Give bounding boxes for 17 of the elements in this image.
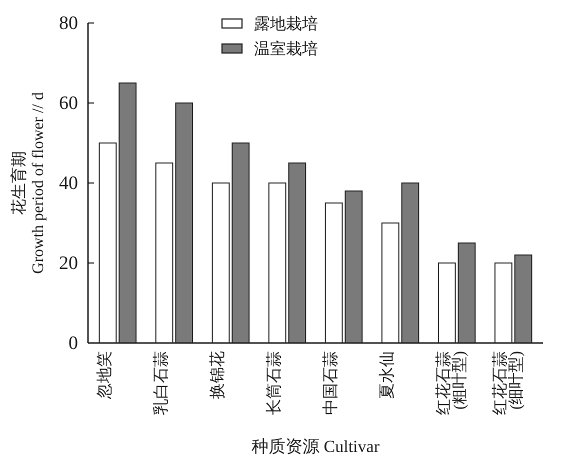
- x-tick-label: 乳白石蒜: [152, 351, 170, 415]
- x-tick-label: 红花石蒜 (细叶型): [490, 351, 525, 415]
- y-axis-title: 花生育期 Growth period of flower // d: [10, 92, 48, 274]
- legend-label: 温室栽培: [254, 40, 318, 58]
- y-tick-label: 40: [59, 173, 78, 194]
- x-tick-label: 长筒石蒜: [264, 351, 283, 415]
- y-tick-label: 80: [59, 13, 78, 34]
- y-tick-label: 20: [59, 253, 78, 274]
- legend-label: 露地栽培: [254, 15, 318, 33]
- x-tick-label: 夏水仙: [378, 351, 396, 399]
- x-axis-title: 种质资源 Cultivar: [252, 437, 380, 456]
- x-tick-label: 红花石蒜 (粗叶型): [434, 351, 468, 415]
- y-tick-label: 60: [59, 93, 78, 114]
- x-tick-label: 忽地笑: [95, 351, 114, 400]
- x-tick-label: 换锦花: [208, 351, 226, 399]
- y-tick-label: 0: [68, 333, 78, 354]
- x-tick-label: 中国石蒜: [321, 351, 340, 415]
